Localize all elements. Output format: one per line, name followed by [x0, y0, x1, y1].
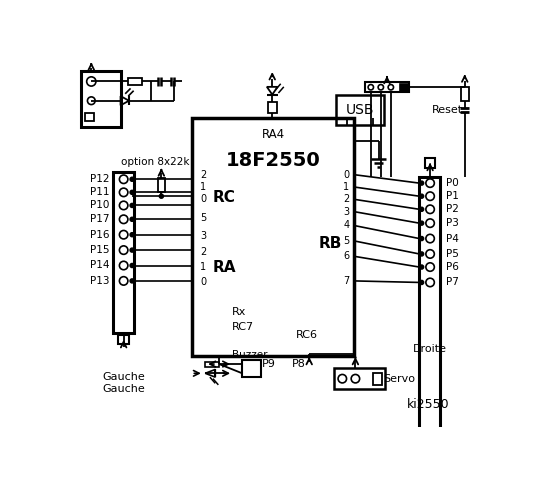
Text: P13: P13: [90, 276, 110, 286]
Circle shape: [130, 191, 134, 194]
Text: RC: RC: [213, 190, 236, 205]
Text: 2: 2: [343, 194, 349, 204]
Bar: [373, 372, 382, 385]
Circle shape: [420, 194, 424, 198]
Circle shape: [130, 204, 134, 207]
Text: P11: P11: [90, 187, 110, 197]
Text: Reset: Reset: [432, 105, 463, 115]
Text: RA: RA: [213, 260, 236, 275]
Bar: [118, 335, 129, 344]
Text: 1: 1: [200, 182, 206, 192]
Bar: [113, 171, 134, 333]
Text: P2: P2: [446, 204, 459, 214]
Bar: [268, 102, 277, 113]
Text: P12: P12: [90, 174, 110, 184]
Bar: [400, 84, 408, 91]
Text: Gauche: Gauche: [102, 372, 145, 382]
Text: P6: P6: [446, 262, 459, 272]
Text: USB: USB: [346, 103, 374, 117]
Text: P17: P17: [90, 214, 110, 224]
Text: 0: 0: [200, 277, 206, 288]
Text: P16: P16: [90, 230, 110, 240]
Text: P5: P5: [446, 249, 459, 259]
Text: P8: P8: [291, 359, 305, 369]
Circle shape: [130, 248, 134, 252]
Text: 4: 4: [343, 220, 349, 230]
Text: P1: P1: [446, 191, 459, 201]
Bar: [461, 87, 468, 101]
Text: RC6: RC6: [296, 330, 318, 340]
Circle shape: [420, 207, 424, 211]
Text: Servo: Servo: [383, 374, 415, 384]
Text: P7: P7: [446, 277, 459, 288]
Circle shape: [130, 217, 134, 221]
Text: RC7: RC7: [232, 322, 254, 332]
Bar: [334, 368, 385, 389]
Text: RA4: RA4: [262, 128, 285, 141]
Circle shape: [420, 252, 424, 256]
Text: 5: 5: [343, 236, 349, 246]
Bar: [425, 158, 435, 168]
Bar: [85, 113, 95, 121]
Circle shape: [159, 194, 163, 198]
Circle shape: [130, 233, 134, 237]
Text: 3: 3: [200, 231, 206, 241]
Text: P15: P15: [90, 245, 110, 255]
Text: Buzzer: Buzzer: [232, 350, 268, 360]
Circle shape: [420, 237, 424, 240]
Text: ki2550: ki2550: [407, 397, 450, 410]
Bar: [336, 95, 384, 125]
Bar: [128, 78, 142, 84]
Text: 18F2550: 18F2550: [226, 151, 320, 169]
Circle shape: [130, 279, 134, 283]
Circle shape: [420, 181, 424, 185]
Text: P9: P9: [262, 359, 276, 369]
Text: 6: 6: [343, 251, 349, 261]
Text: 0: 0: [200, 194, 206, 204]
Text: P0: P0: [446, 178, 459, 188]
Text: P4: P4: [446, 234, 459, 243]
Circle shape: [130, 264, 134, 267]
Circle shape: [420, 221, 424, 225]
Text: 2: 2: [200, 169, 206, 180]
Text: 7: 7: [343, 276, 349, 286]
Text: 0: 0: [343, 169, 349, 180]
Text: P3: P3: [446, 218, 459, 228]
Text: Gauche: Gauche: [102, 384, 145, 394]
Circle shape: [130, 177, 134, 181]
Text: 1: 1: [200, 262, 206, 272]
Bar: [192, 118, 354, 356]
Text: RB: RB: [319, 237, 342, 252]
Bar: [242, 360, 262, 377]
Circle shape: [420, 265, 424, 269]
Text: 1: 1: [343, 182, 349, 192]
Text: Rx: Rx: [232, 307, 247, 317]
Bar: [364, 82, 409, 92]
Bar: [419, 177, 440, 454]
Bar: [205, 362, 219, 367]
Bar: [158, 178, 165, 192]
Text: option 8x22k: option 8x22k: [121, 156, 190, 167]
Bar: [81, 72, 121, 127]
Text: 3: 3: [343, 206, 349, 216]
Text: 2: 2: [200, 247, 206, 257]
Text: P10: P10: [90, 201, 110, 210]
Text: Droite: Droite: [413, 344, 447, 354]
Circle shape: [420, 280, 424, 284]
Text: P14: P14: [90, 261, 110, 271]
Text: 5: 5: [200, 213, 206, 223]
